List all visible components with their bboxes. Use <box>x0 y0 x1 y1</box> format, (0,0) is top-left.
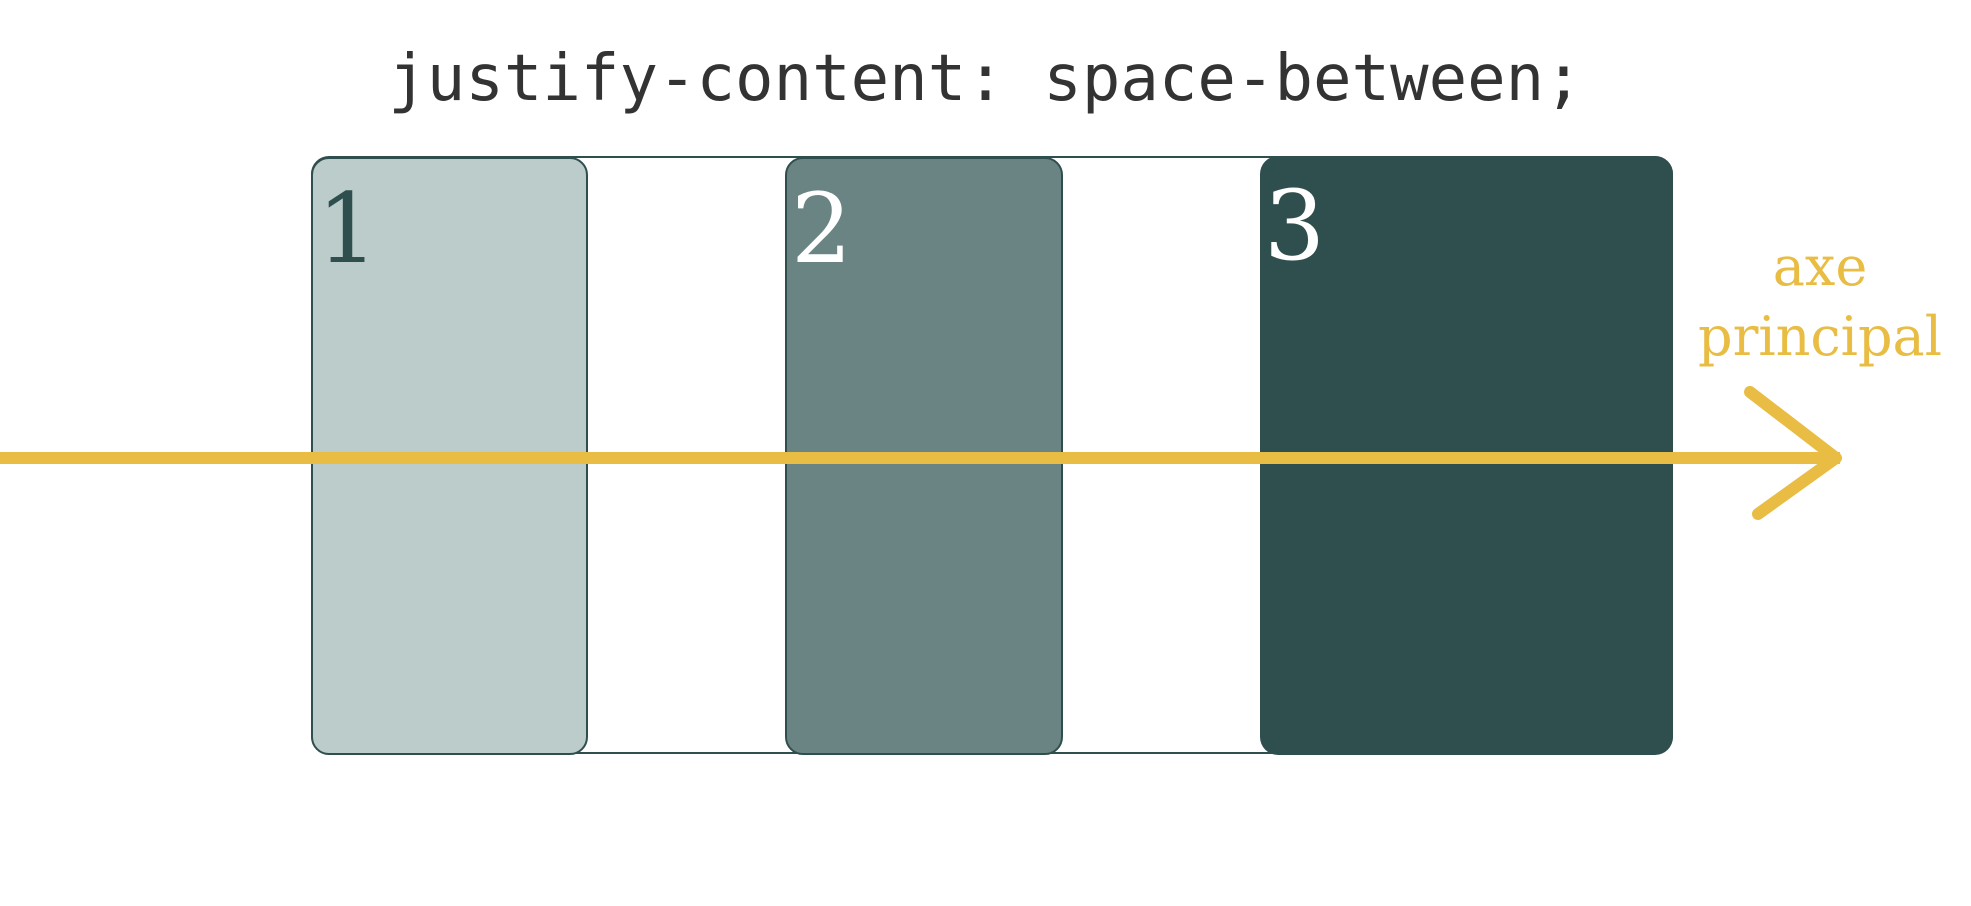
flex-item-2: 2 <box>785 157 1063 755</box>
main-axis-label-line2: principal <box>1698 305 1942 368</box>
flex-item-3: 3 <box>1260 156 1673 755</box>
main-axis-label: axe principal <box>1690 232 1950 372</box>
flex-item-1: 1 <box>311 157 588 755</box>
flex-item-2-number: 2 <box>791 173 853 285</box>
main-axis-label-line1: axe <box>1772 235 1868 298</box>
code-title: justify-content: space-between; <box>388 42 1583 116</box>
flex-item-3-number: 3 <box>1264 170 1326 282</box>
main-axis-arrowhead <box>1744 386 1842 520</box>
flex-item-1-number: 1 <box>317 173 379 285</box>
